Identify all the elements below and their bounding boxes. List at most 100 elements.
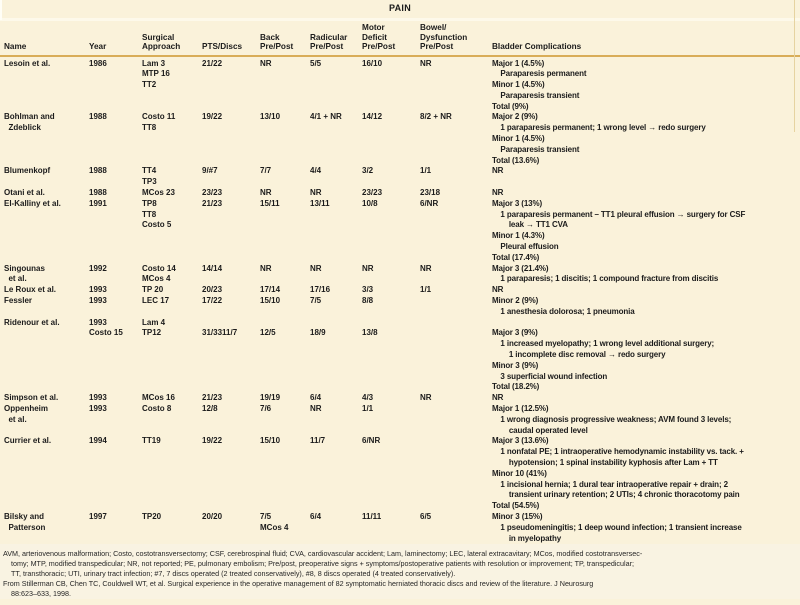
cell-year: 1988 — [89, 112, 107, 122]
cell-bowel: 8/2 + NR — [420, 112, 452, 122]
cell-bladder: Major 1 (4.5%) Paraparesis permanent Min… — [492, 58, 587, 111]
cell-bowel: 1/1 — [420, 166, 432, 176]
cell-name: Singounas et al. — [4, 263, 45, 284]
cell-back: 7/7 — [260, 166, 272, 176]
cell-year: 1993 — [89, 296, 107, 306]
cell-name: Bilsky and Patterson — [4, 511, 46, 532]
cell-year: 1986 — [89, 58, 107, 68]
cell-back: NR — [260, 263, 272, 273]
cell-bowel: 1/1 — [420, 285, 432, 295]
table-row: Singounas et al. 1992 Costo 14 MCos 4 14… — [0, 264, 800, 286]
footnotes: AVM, arteriovenous malformation; Costo, … — [0, 544, 800, 600]
cell-motor: 3/2 — [362, 166, 374, 176]
cell-year: 1992 — [89, 263, 107, 273]
cell-motor: 16/10 — [362, 58, 383, 68]
cell-name: Blumenkopf — [4, 166, 51, 176]
cell-name: Oppenheim et al. — [4, 404, 49, 424]
cell-approach: TP 20 — [142, 285, 164, 295]
cell-radicular: NR — [310, 404, 322, 413]
cell-pts: 12/8 — [202, 404, 218, 413]
cell-bowel: NR — [420, 58, 432, 68]
cell-pts: 19/22 — [202, 436, 223, 446]
cell-year: 1991 — [89, 198, 107, 208]
cell-name: El-Kalliny et al. — [4, 198, 61, 208]
cell-motor: 13/8 — [362, 328, 378, 338]
cell-back: 17/14 — [260, 285, 281, 295]
cell-back: 15/11 — [260, 198, 280, 208]
cell-approach: LEC 17 — [142, 296, 170, 306]
cell-name: Simpson et al. — [4, 393, 59, 403]
cell-year: 1997 — [89, 511, 107, 521]
col-header-name: Name — [0, 21, 85, 57]
cell-bowel — [416, 318, 488, 394]
cell-bladder: NR — [492, 188, 504, 198]
table-row: Bohlman and Zdeblick 1988 Costo 11 TT8 1… — [0, 112, 800, 166]
cell-bladder: Major 3 (9%) 1 increased myelopathy; 1 w… — [492, 328, 715, 392]
footnote-abbreviations-line2: tomy; MTP, modified transpedicular; NR, … — [11, 559, 634, 569]
cell-pts: 14/14 — [202, 263, 223, 273]
cell-year: 1993 — [89, 285, 107, 295]
cell-pts: 20/20 — [202, 511, 223, 521]
cell-bowel — [416, 296, 488, 318]
cell-radicular: 6/4 — [310, 511, 322, 521]
table-row: Currier et al. 1994 TT19 19/22 15/10 11/… — [0, 436, 800, 512]
cell-radicular: 5/5 — [310, 58, 322, 68]
table-row: Lesoin et al. 1986 Lam 3 MTP 16 TT2 21/2… — [0, 56, 800, 113]
cell-radicular: 4/4 — [310, 166, 322, 176]
cell-year: 1988 — [89, 166, 107, 176]
cell-bladder: Major 3 (13.6%) 1 nonfatal PE; 1 intraop… — [492, 436, 744, 511]
col-header-back: Back Pre/Post — [256, 21, 306, 57]
cell-approach: TT4 TP3 — [142, 166, 157, 187]
cell-pts: 21/23 — [202, 393, 223, 403]
cell-motor: NR — [362, 263, 374, 273]
cell-bowel: 6/NR — [420, 198, 439, 208]
cell-approach: Lam 3 MTP 16 TT2 — [142, 58, 170, 90]
col-header-surgical-approach: Surgical Approach — [138, 21, 198, 57]
col-header-year: Year — [85, 21, 138, 57]
cell-radicular: 18/9 — [310, 328, 326, 338]
cell-bladder: Major 1 (12.5%) 1 wrong diagnosis progre… — [492, 404, 732, 435]
cell-pts: 20/23 — [202, 285, 223, 295]
cell-name: Otani et al. — [4, 188, 45, 198]
header-row: Name Year Surgical Approach PTS/Discs Ba… — [0, 21, 800, 57]
cell-approach: Costo 8 — [142, 404, 172, 413]
outcomes-table: Name Year Surgical Approach PTS/Discs Ba… — [0, 21, 800, 544]
cell-name: Lesoin et al. — [4, 58, 51, 68]
cell-bowel: NR — [420, 263, 432, 273]
cell-motor: 8/8 — [362, 296, 374, 306]
cell-bowel: 6/5 — [420, 511, 432, 521]
cell-approach: TT19 — [142, 436, 161, 446]
table-row: El-Kalliny et al. 1991 TP8 TT8 Costo 5 2… — [0, 199, 800, 264]
cell-bladder: Major 2 (9%) 1 paraparesis permanent; 1 … — [492, 112, 706, 165]
cell-back: 7/5 MCos 4 — [260, 511, 289, 532]
cell-pts: 23/23 — [202, 188, 223, 198]
cell-radicular: 6/4 — [310, 393, 322, 403]
cell-radicular: NR — [310, 188, 322, 198]
cell-back: 7/6 — [260, 404, 272, 413]
cell-motor: 1/1 — [362, 404, 374, 413]
cell-pts: 21/23 — [202, 198, 223, 208]
footnote-source-pages: 88:623–633, 1998. — [11, 589, 71, 599]
cell-back: NR — [260, 58, 272, 68]
cell-radicular: NR — [310, 263, 322, 273]
cell-bladder: Major 3 (13%) 1 paraparesis permanent – … — [492, 198, 746, 262]
table-title: PAIN — [0, 0, 800, 21]
cell-pts: 19/22 — [202, 112, 223, 122]
cell-back: 13/10 — [260, 112, 281, 122]
cell-bladder: NR — [492, 166, 504, 176]
footnote-source-citation: From Stillerman CB, Chen TC, Couldwell W… — [3, 579, 594, 589]
cell-name: Currier et al. — [4, 436, 52, 446]
cell-year: 1993 — [89, 404, 107, 413]
cell-radicular: 11/7 — [310, 436, 326, 446]
cell-bladder: Minor 3 (15%) 1 pseudomeningitis; 1 deep… — [492, 511, 742, 543]
cell-bladder: NR — [492, 285, 504, 295]
cell-motor: 23/23 — [362, 188, 383, 198]
cell-approach: Costo 14 MCos 4 — [142, 263, 176, 284]
table-row: Ridenour et al. 1993 Costo 15 Lam 4 TP12… — [0, 318, 800, 394]
cell-name: Bohlman and Zdeblick — [4, 112, 55, 133]
cell-back: 19/19 — [260, 393, 281, 403]
table-row: Le Roux et al. 1993 TP 20 20/23 17/14 17… — [0, 285, 800, 296]
cell-back: 12/5 — [260, 328, 276, 338]
cell-bowel: 23/18 — [420, 188, 441, 198]
